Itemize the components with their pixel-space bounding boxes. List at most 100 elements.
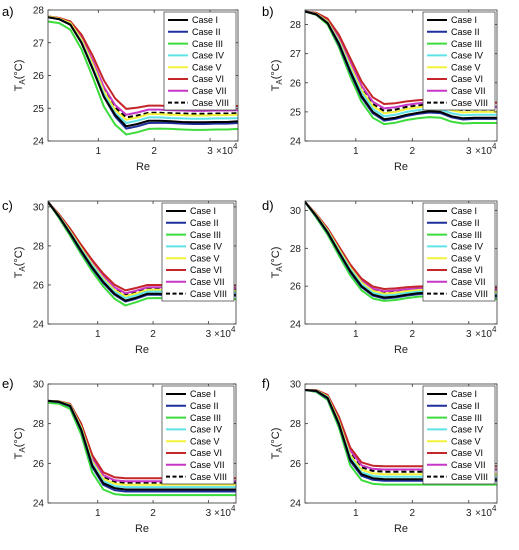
legend-entry: Case IV (190, 242, 222, 252)
y-tick-label: 28 (33, 241, 45, 252)
legend-entry: Case I (192, 15, 218, 25)
panel-label: c) (2, 198, 13, 213)
y-tick-label: 30 (290, 380, 302, 391)
y-axis-label: TA(°C) (270, 247, 284, 279)
x-tick-label: 3 (466, 329, 472, 340)
exponent-power: 4 (492, 142, 497, 151)
legend-entry: Case VII (190, 277, 225, 287)
series-line-case-i (48, 16, 238, 128)
x-tick-label: 2 (150, 329, 156, 340)
exponent-base: ×10 (475, 508, 492, 519)
legend-entry: Case II (190, 218, 219, 228)
x-exponent-label: ×104 (214, 325, 236, 340)
y-tick-label: 28 (290, 244, 302, 255)
y-tick-label: 28 (33, 419, 45, 430)
panel-label: a) (2, 4, 14, 19)
legend-entry: Case II (451, 27, 480, 37)
exponent-base: ×10 (475, 146, 492, 157)
x-axis-label: Re (394, 161, 408, 173)
x-tick-label: 1 (353, 508, 359, 519)
legend-entry: Case III (451, 230, 482, 240)
plot-frame (47, 383, 237, 504)
y-tick-label: 24 (290, 320, 302, 331)
x-tick-label: 3 (206, 508, 212, 519)
series-line-case-i (305, 10, 497, 121)
y-axis-label-unit: (°C) (13, 247, 25, 267)
legend-entry: Case II (451, 401, 480, 411)
x-axis-label: Re (394, 344, 408, 356)
series-line-case-iii (305, 10, 497, 126)
x-exponent-label: ×104 (216, 142, 238, 157)
legend-entry: Case II (192, 27, 221, 37)
legend-entry: Case V (451, 62, 481, 72)
y-axis-label-unit: (°C) (270, 60, 282, 80)
legend-entry: Case III (190, 413, 221, 423)
panel-label: e) (2, 376, 14, 391)
legend-entry: Case II (190, 401, 219, 411)
y-tick-label: 27 (290, 49, 302, 60)
legend-entry: Case I (190, 206, 216, 216)
exponent-base: ×10 (475, 329, 492, 340)
y-tick-label: 28 (290, 20, 302, 31)
y-axis-label: TA(°C) (13, 247, 27, 279)
y-tick-label: 28 (33, 6, 45, 17)
legend-box (161, 202, 235, 302)
legend-entry: Case VIII (190, 289, 227, 299)
y-axis-label-symbol: T (13, 452, 25, 459)
legend-entry: Case IV (192, 51, 224, 61)
y-tick-label: 26 (33, 280, 45, 291)
y-axis-label-symbol: T (270, 271, 282, 278)
legend-entry: Case V (190, 436, 220, 446)
x-exponent-label: ×104 (475, 504, 497, 519)
legend-entry: Case VII (192, 86, 227, 96)
x-exponent-label: ×104 (475, 325, 497, 340)
y-tick-label: 24 (290, 499, 302, 510)
legend-entry: Case VI (190, 265, 222, 275)
plot-frame (47, 200, 237, 325)
series-line-case-iii (48, 401, 236, 497)
x-tick-label: 3 (466, 508, 472, 519)
y-tick-label: 26 (33, 71, 45, 82)
legend-box (163, 11, 237, 111)
y-tick-label: 26 (290, 282, 302, 293)
legend-box (161, 385, 235, 485)
y-axis-label-subscript: A (18, 447, 27, 453)
legend-entry: Case VII (451, 460, 486, 470)
x-axis-label: Re (394, 523, 408, 535)
series-line-case-iii (48, 20, 238, 136)
y-axis-label: TA(°C) (13, 60, 27, 92)
y-axis-label: TA(°C) (270, 428, 284, 460)
legend-box (422, 11, 496, 111)
exponent-base: ×10 (214, 329, 231, 340)
x-tick-label: 3 (207, 146, 213, 157)
legend-entry: Case VI (192, 74, 224, 84)
legend-entry: Case III (190, 230, 221, 240)
x-axis-label: Re (135, 523, 149, 535)
plot-frame (304, 9, 498, 142)
y-axis-label-subscript: A (275, 79, 284, 85)
y-tick-label: 26 (33, 459, 45, 470)
legend-entry: Case VI (190, 448, 222, 458)
exponent-base: ×10 (216, 146, 233, 157)
exponent-power: 4 (231, 325, 236, 334)
y-axis-label-unit: (°C) (13, 428, 25, 448)
legend-entry: Case VIII (451, 289, 488, 299)
x-tick-label: 1 (95, 329, 101, 340)
y-tick-label: 28 (290, 419, 302, 430)
exponent-power: 4 (231, 504, 236, 513)
legend-entry: Case I (190, 389, 216, 399)
x-tick-label: 2 (410, 508, 416, 519)
y-tick-label: 26 (290, 459, 302, 470)
legend-entry: Case IV (451, 242, 483, 252)
legend-entry: Case I (451, 389, 477, 399)
legend-entry: Case VI (451, 265, 483, 275)
legend-entry: Case VIII (190, 472, 227, 482)
y-axis-label-subscript: A (275, 266, 284, 272)
